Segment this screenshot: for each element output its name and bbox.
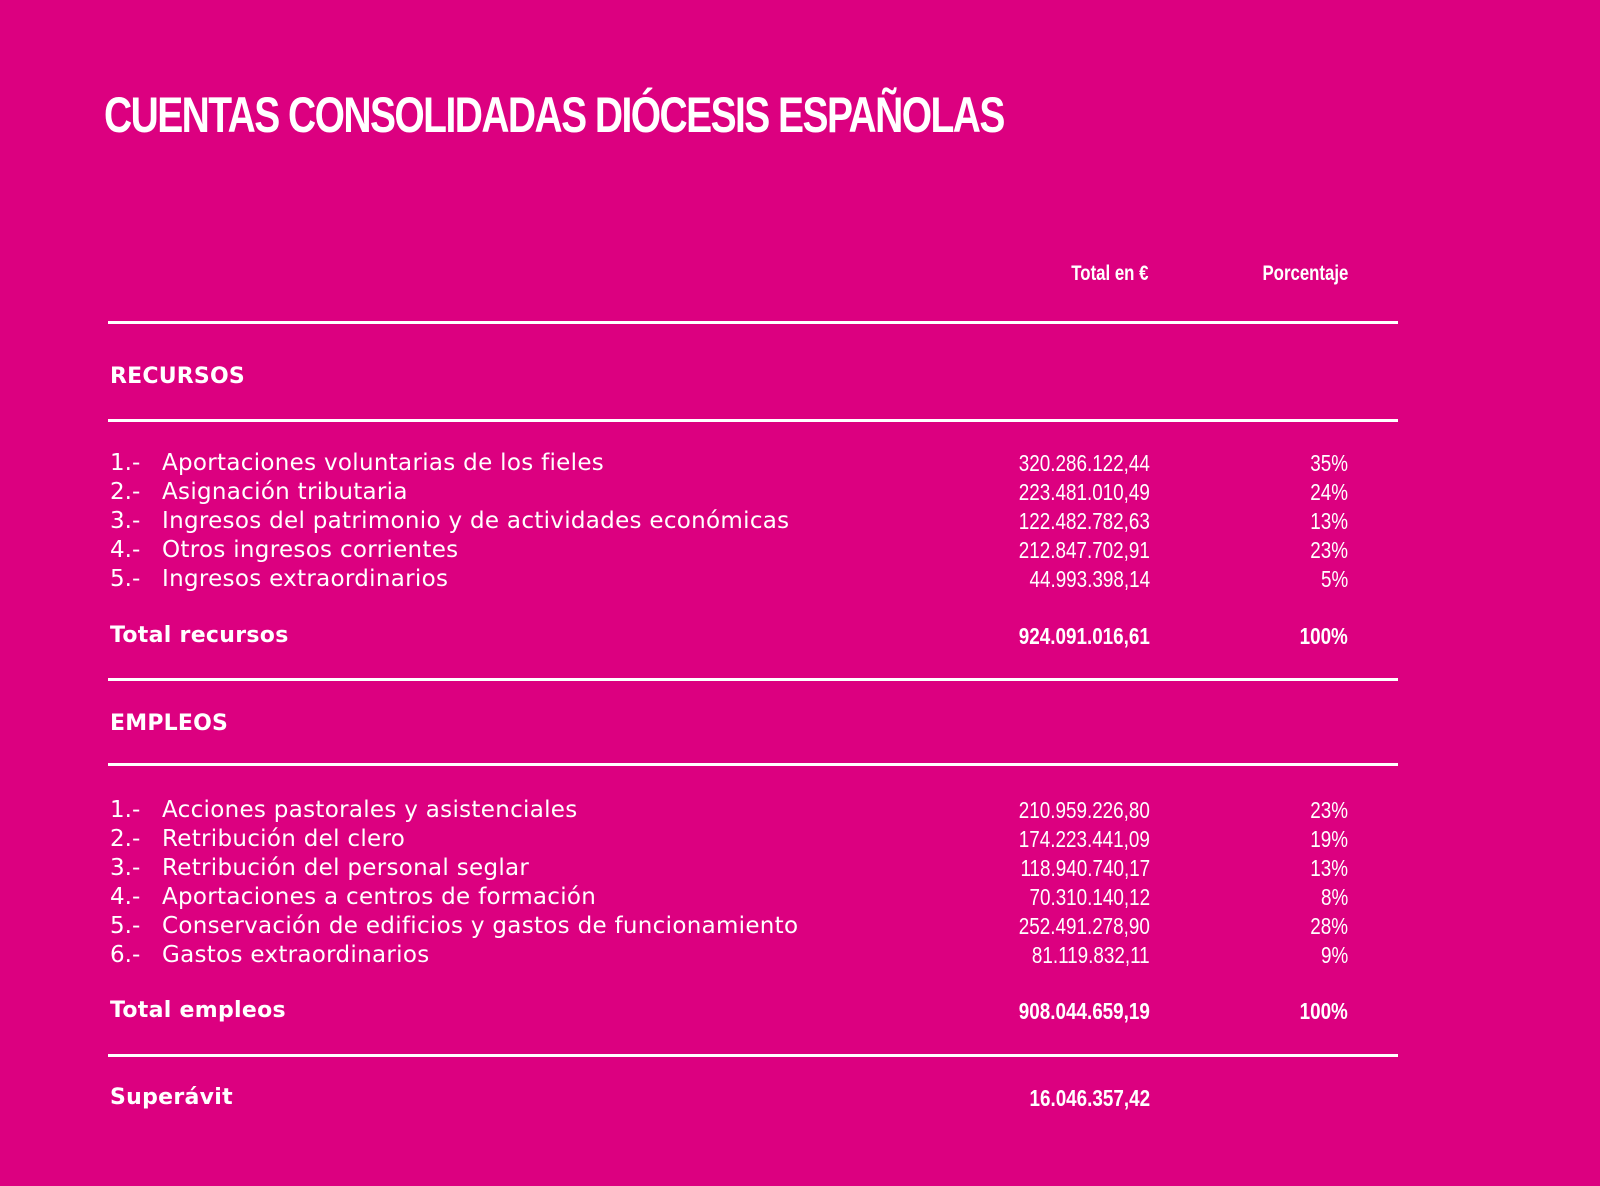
row-label: Retribución del clero <box>162 826 406 852</box>
row-label: Retribución del personal seglar <box>162 855 530 881</box>
row-percentage: 5% <box>1320 566 1348 592</box>
table-row: 1.- Aportaciones voluntarias de los fiel… <box>110 450 1378 479</box>
row-number: 2.- <box>110 479 141 505</box>
table-row: 5.- Ingresos extraordinarios 44.993.398,… <box>110 566 1378 595</box>
row-number: 1.- <box>110 797 141 823</box>
row-amount: 122.482.782,63 <box>1018 508 1150 534</box>
row-label: Conservación de edificios y gastos de fu… <box>162 913 799 939</box>
divider <box>108 419 1398 422</box>
row-percentage: 35% <box>1310 450 1348 476</box>
row-label: Gastos extraordinarios <box>162 942 430 968</box>
row-number: 2.- <box>110 826 141 852</box>
total-percentage: 100% <box>1299 623 1348 649</box>
row-number: 1.- <box>110 450 141 476</box>
row-label: Ingresos extraordinarios <box>162 566 449 592</box>
row-amount: 223.481.010,49 <box>1018 479 1150 505</box>
total-amount: 908.044.659,19 <box>1018 998 1150 1024</box>
row-number: 5.- <box>110 913 141 939</box>
row-amount: 118.940.740,17 <box>1020 855 1150 881</box>
row-amount: 81.119.832,11 <box>1032 942 1150 968</box>
total-label: Total empleos <box>110 998 286 1023</box>
total-label: Total recursos <box>110 623 289 648</box>
table-row: 3.- Retribución del personal seglar 118.… <box>110 855 1378 884</box>
superavit-row: Superávit 16.046.357,42 <box>110 1085 1378 1114</box>
row-amount: 44.993.398,14 <box>1029 566 1150 592</box>
superavit-label: Superávit <box>110 1085 233 1110</box>
row-amount: 174.223.441,09 <box>1018 826 1150 852</box>
row-label: Aportaciones voluntarias de los fieles <box>162 450 605 476</box>
table-row: 1.- Acciones pastorales y asistenciales … <box>110 797 1378 826</box>
table-row: 4.- Otros ingresos corrientes 212.847.70… <box>110 537 1378 566</box>
row-number: 6.- <box>110 942 141 968</box>
table-row: 2.- Asignación tributaria 223.481.010,49… <box>110 479 1378 508</box>
total-percentage: 100% <box>1299 998 1348 1024</box>
row-label: Acciones pastorales y asistenciales <box>162 797 578 823</box>
divider <box>108 321 1398 324</box>
superavit-amount: 16.046.357,42 <box>1029 1085 1150 1111</box>
total-row-recursos: Total recursos 924.091.016,61 100% <box>110 623 1378 652</box>
row-percentage: 13% <box>1310 508 1348 534</box>
row-amount: 320.286.122,44 <box>1018 450 1150 476</box>
column-header-percentage: Porcentaje <box>1262 262 1348 285</box>
row-label: Otros ingresos corrientes <box>162 537 459 563</box>
row-label: Asignación tributaria <box>162 479 408 505</box>
row-amount: 252.491.278,90 <box>1018 913 1150 939</box>
section-heading-empleos: EMPLEOS <box>110 711 229 736</box>
table-row: 3.- Ingresos del patrimonio y de activid… <box>110 508 1378 537</box>
table-row: 6.- Gastos extraordinarios 81.119.832,11… <box>110 942 1378 971</box>
divider <box>108 678 1398 681</box>
row-number: 3.- <box>110 508 141 534</box>
row-percentage: 23% <box>1310 537 1348 563</box>
row-percentage: 8% <box>1320 884 1348 910</box>
total-row-empleos: Total empleos 908.044.659,19 100% <box>110 998 1378 1027</box>
row-percentage: 28% <box>1310 913 1348 939</box>
column-header-total: Total en € <box>1070 262 1148 285</box>
row-number: 3.- <box>110 855 141 881</box>
section-heading-recursos: RECURSOS <box>110 364 245 389</box>
row-amount: 210.959.226,80 <box>1018 797 1150 823</box>
table-row: 2.- Retribución del clero 174.223.441,09… <box>110 826 1378 855</box>
row-number: 4.- <box>110 537 141 563</box>
row-percentage: 24% <box>1310 479 1348 505</box>
row-percentage: 9% <box>1320 942 1348 968</box>
table-row: 5.- Conservación de edificios y gastos d… <box>110 913 1378 942</box>
table-row: 4.- Aportaciones a centros de formación … <box>110 884 1378 913</box>
row-label: Ingresos del patrimonio y de actividades… <box>162 508 790 534</box>
row-amount: 212.847.702,91 <box>1018 537 1150 563</box>
row-percentage: 23% <box>1310 797 1348 823</box>
row-number: 5.- <box>110 566 141 592</box>
row-amount: 70.310.140,12 <box>1029 884 1150 910</box>
divider <box>108 1054 1398 1057</box>
divider <box>108 763 1398 766</box>
row-number: 4.- <box>110 884 141 910</box>
row-percentage: 13% <box>1310 855 1348 881</box>
page-title: CUENTAS CONSOLIDADAS DIÓCESIS ESPAÑOLAS <box>104 87 1005 143</box>
total-amount: 924.091.016,61 <box>1018 623 1150 649</box>
row-label: Aportaciones a centros de formación <box>162 884 597 910</box>
row-percentage: 19% <box>1310 826 1348 852</box>
